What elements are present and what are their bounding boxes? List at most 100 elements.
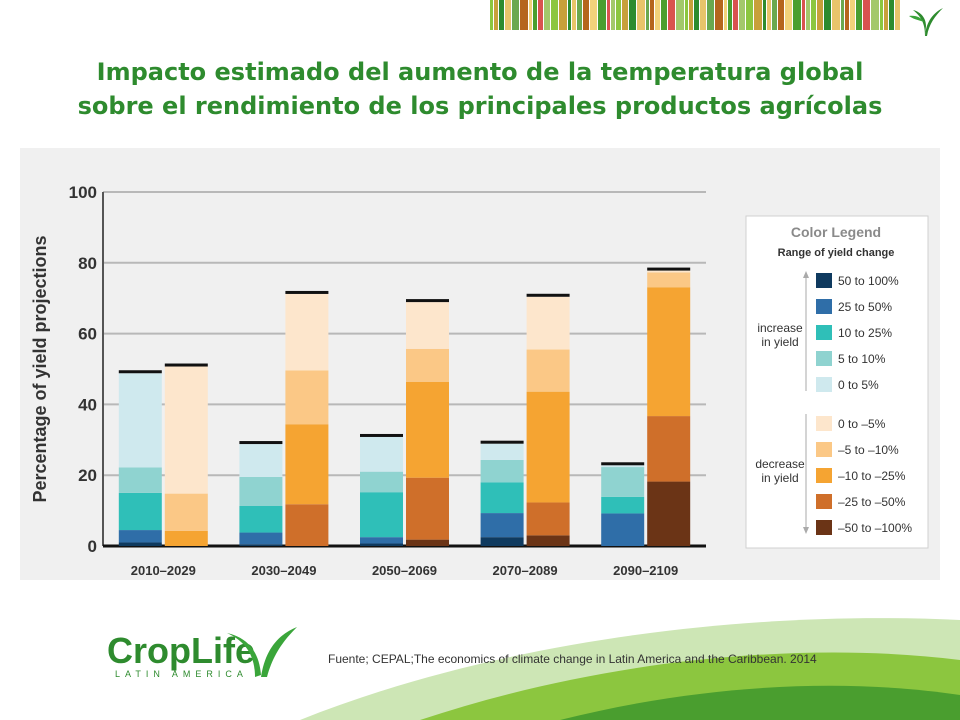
bar-segment-increase [239,505,283,533]
stripe-segment [739,0,745,30]
bar-segment-increase [601,467,645,497]
bar-segment-increase [239,476,283,506]
legend-label: 50 to 100% [838,274,899,288]
stripe-segment [694,0,699,30]
legend-swatch [816,299,832,314]
bar-cap [118,370,162,374]
bar-segment-increase [118,492,162,531]
bar-segment-decrease [406,477,449,540]
legend-swatch [816,520,832,535]
stripe-segment [538,0,543,30]
legend-decrease-label: decrease [755,457,805,471]
stripe-segment [529,0,532,30]
stripe-segment [806,0,810,30]
stripe-segment [512,0,519,30]
bar-segment-increase [480,482,524,514]
sprout-logo-icon [909,8,943,36]
stripe-segment [505,0,511,30]
legend-swatch [816,494,832,509]
stripe-segment [544,0,550,30]
y-tick-label: 100 [69,183,97,202]
legend-increase-label: in yield [761,335,798,349]
stripe-segment [499,0,504,30]
stripe-segment [629,0,636,30]
stripe-segment [871,0,879,30]
bar-segment-increase [360,492,403,538]
stripe-segment [590,0,597,30]
stripe-segment [728,0,732,30]
croplife-logo: CropLife LATIN AMERICA [107,627,297,679]
stripe-segment [856,0,862,30]
y-tick-label: 80 [78,254,97,273]
bar-segment-decrease [285,370,329,425]
logo-wordmark: CropLife [107,630,255,671]
y-tick-label: 40 [78,395,97,414]
bar-segment-decrease [647,270,691,273]
stripe-segment [622,0,628,30]
x-tick-label: 2070–2089 [493,563,558,578]
bar-segment-decrease [647,272,691,288]
source-citation: Fuente; CEPAL;The economics of climate c… [328,652,817,666]
plot-area: 0 20 40 60 80 100 Percentage of yield projecti… [30,183,706,578]
bar-segment-increase [118,542,162,546]
stripe-segment [754,0,762,30]
bar-segment-decrease [285,504,329,546]
bar-segment-increase [360,436,403,472]
legend-swatch [816,325,832,340]
stripe-segment [863,0,870,30]
stripe-segment [551,0,558,30]
stripe-segment [520,0,528,30]
stripe-segment [763,0,766,30]
legend-decrease-label: in yield [761,471,798,485]
legend-label: 0 to –5% [838,417,886,431]
bottom-decorative-swoosh [300,618,960,720]
up-arrow-icon [803,271,809,278]
legend-label: 10 to 25% [838,326,892,340]
bar-segment-increase [360,471,403,493]
top-decorative-stripe [490,0,900,30]
y-tick-label: 60 [78,325,97,344]
legend-swatch [816,377,832,392]
bar-segment-decrease [647,416,691,482]
bar-segment-increase [480,459,524,483]
stripe-segment [494,0,498,30]
bar-segment-decrease [406,348,449,382]
stripe-segment [772,0,777,30]
legend-label: 0 to 5% [838,378,879,392]
bar-segment-increase [480,513,524,538]
stripe-segment [832,0,840,30]
legend-label: –5 to –10% [838,443,899,457]
stripe-segment [559,0,567,30]
bar-cap [647,267,691,271]
stripe-segment [724,0,727,30]
bar-segment-increase [480,537,524,546]
stripe-segment [490,0,493,30]
bar-segment-decrease [406,302,449,349]
bar-segment-increase [601,465,645,468]
bar-segment-decrease [285,293,329,371]
bar-segment-increase [239,544,283,546]
stripe-segment [778,0,784,30]
stripe-segment [884,0,888,30]
x-tick-label: 2050–2069 [372,563,437,578]
bar-segment-decrease [647,481,691,546]
legend-increase-label: increase [757,321,803,335]
stripe-segment [611,0,615,30]
bar-cap [480,440,524,444]
stripe-segment [824,0,831,30]
x-tick-label: 2090–2109 [613,563,678,578]
stripe-segment [689,0,693,30]
stripe-segment [785,0,792,30]
stripe-segment [802,0,805,30]
legend-swatch [816,351,832,366]
stripe-segment [676,0,684,30]
stripe-segment [616,0,621,30]
x-tick-label: 2030–2049 [251,563,316,578]
stripe-segment [583,0,589,30]
y-axis-title: Percentage of yield projections [30,235,50,502]
bar-cap [526,293,570,297]
bar-segment-increase [360,543,403,546]
bar-segment-decrease [164,366,208,494]
color-legend: Color Legend Range of yield change 50 to 1… [745,215,929,549]
bar-segment-increase [601,496,645,514]
